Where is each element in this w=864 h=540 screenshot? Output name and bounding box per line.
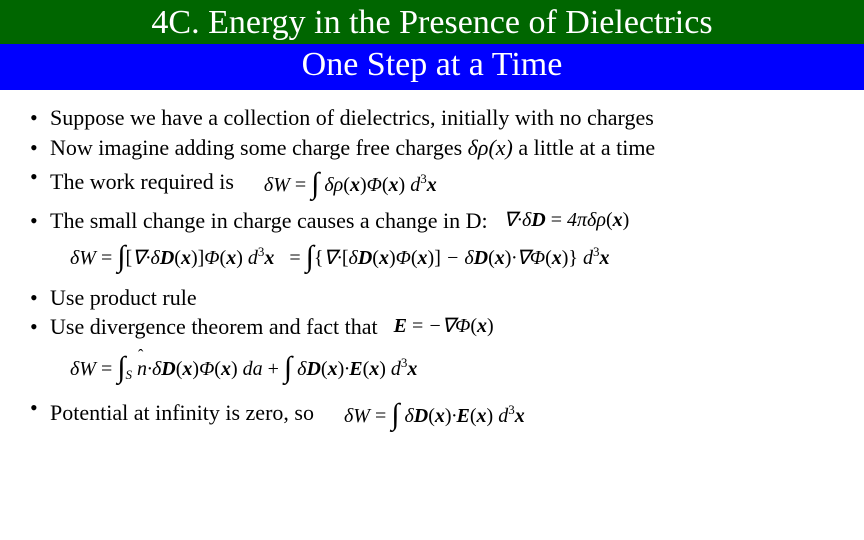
- bullet-group-1: Suppose we have a collection of dielectr…: [20, 104, 844, 201]
- bullet-7: Potential at infinity is zero, so δW = ∫…: [20, 394, 844, 432]
- bullet-6: Use divergence theorem and fact that E =…: [20, 313, 844, 341]
- bullet-1: Suppose we have a collection of dielectr…: [20, 104, 844, 132]
- bullet-2-post: a little at a time: [513, 135, 655, 160]
- equation-1: δW = ∫ δρ(x)Φ(x) d3x: [264, 163, 437, 201]
- bullet-3-text: The work required is: [50, 168, 234, 196]
- bullet-4-text: The small change in charge causes a chan…: [50, 207, 488, 235]
- title-subtitle: One Step at a Time: [0, 44, 864, 90]
- bullet-group-2: The small change in charge causes a chan…: [20, 207, 844, 235]
- equation-4: δW = ∫ δD(x)·E(x) d3x: [344, 394, 525, 432]
- bullet-6-text: Use divergence theorem and fact that: [50, 313, 378, 341]
- bullet-group-3: Use product rule Use divergence theorem …: [20, 284, 844, 341]
- equation-divD: ∇·δD = 4πδρ(x): [504, 208, 630, 233]
- bullet-4: The small change in charge causes a chan…: [20, 207, 844, 235]
- bullet-2-pre: Now imagine adding some charge free char…: [50, 135, 468, 160]
- equation-2: δW = ∫[∇·δD(x)]Φ(x) d3x = ∫{∇·[δD(x)Φ(x)…: [20, 236, 844, 274]
- bullet-2: Now imagine adding some charge free char…: [20, 134, 844, 162]
- slide-content: Suppose we have a collection of dielectr…: [0, 90, 864, 432]
- bullet-5: Use product rule: [20, 284, 844, 312]
- bullet-group-4: Potential at infinity is zero, so δW = ∫…: [20, 394, 844, 432]
- title-section: 4C. Energy in the Presence of Dielectric…: [0, 0, 864, 44]
- bullet-3: The work required is δW = ∫ δρ(x)Φ(x) d3…: [20, 163, 844, 201]
- bullet-7-text: Potential at infinity is zero, so: [50, 399, 314, 427]
- equation-E: E = −∇Φ(x): [394, 314, 494, 339]
- equation-3: δW = ∫S n·δD(x)Φ(x) da + ∫ δD(x)·E(x) d3…: [20, 347, 844, 385]
- bullet-2-symbol: δρ(x): [468, 135, 513, 160]
